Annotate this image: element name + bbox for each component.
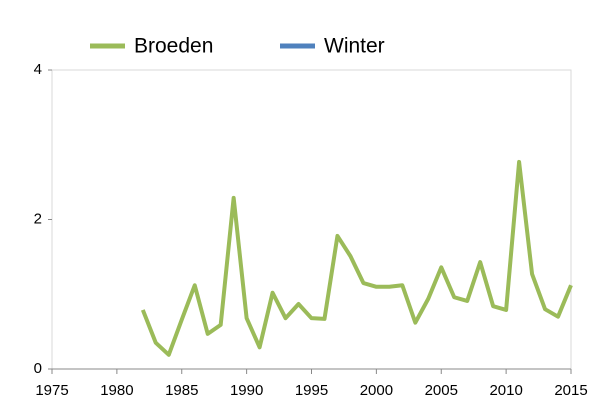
x-tick-label: 2010: [489, 382, 522, 399]
plot-frame: [51, 69, 572, 370]
x-tick-label: 2000: [360, 382, 393, 399]
y-tick-label: 0: [34, 360, 42, 377]
x-tick-label: 1985: [165, 382, 198, 399]
line-series: [140, 159, 573, 357]
x-tick-label: 1995: [295, 382, 328, 399]
legend-label: Broeden: [134, 35, 213, 58]
y-tick-label: 2: [34, 210, 42, 227]
legend-label: Winter: [324, 35, 385, 58]
x-tick-label: 1975: [35, 382, 68, 399]
x-tick-label: 1980: [100, 382, 133, 399]
x-tick-label: 1990: [230, 382, 263, 399]
x-tick-label: 2005: [425, 382, 458, 399]
y-tick-label: 4: [34, 61, 42, 78]
x-tick-label: 2015: [554, 382, 587, 399]
